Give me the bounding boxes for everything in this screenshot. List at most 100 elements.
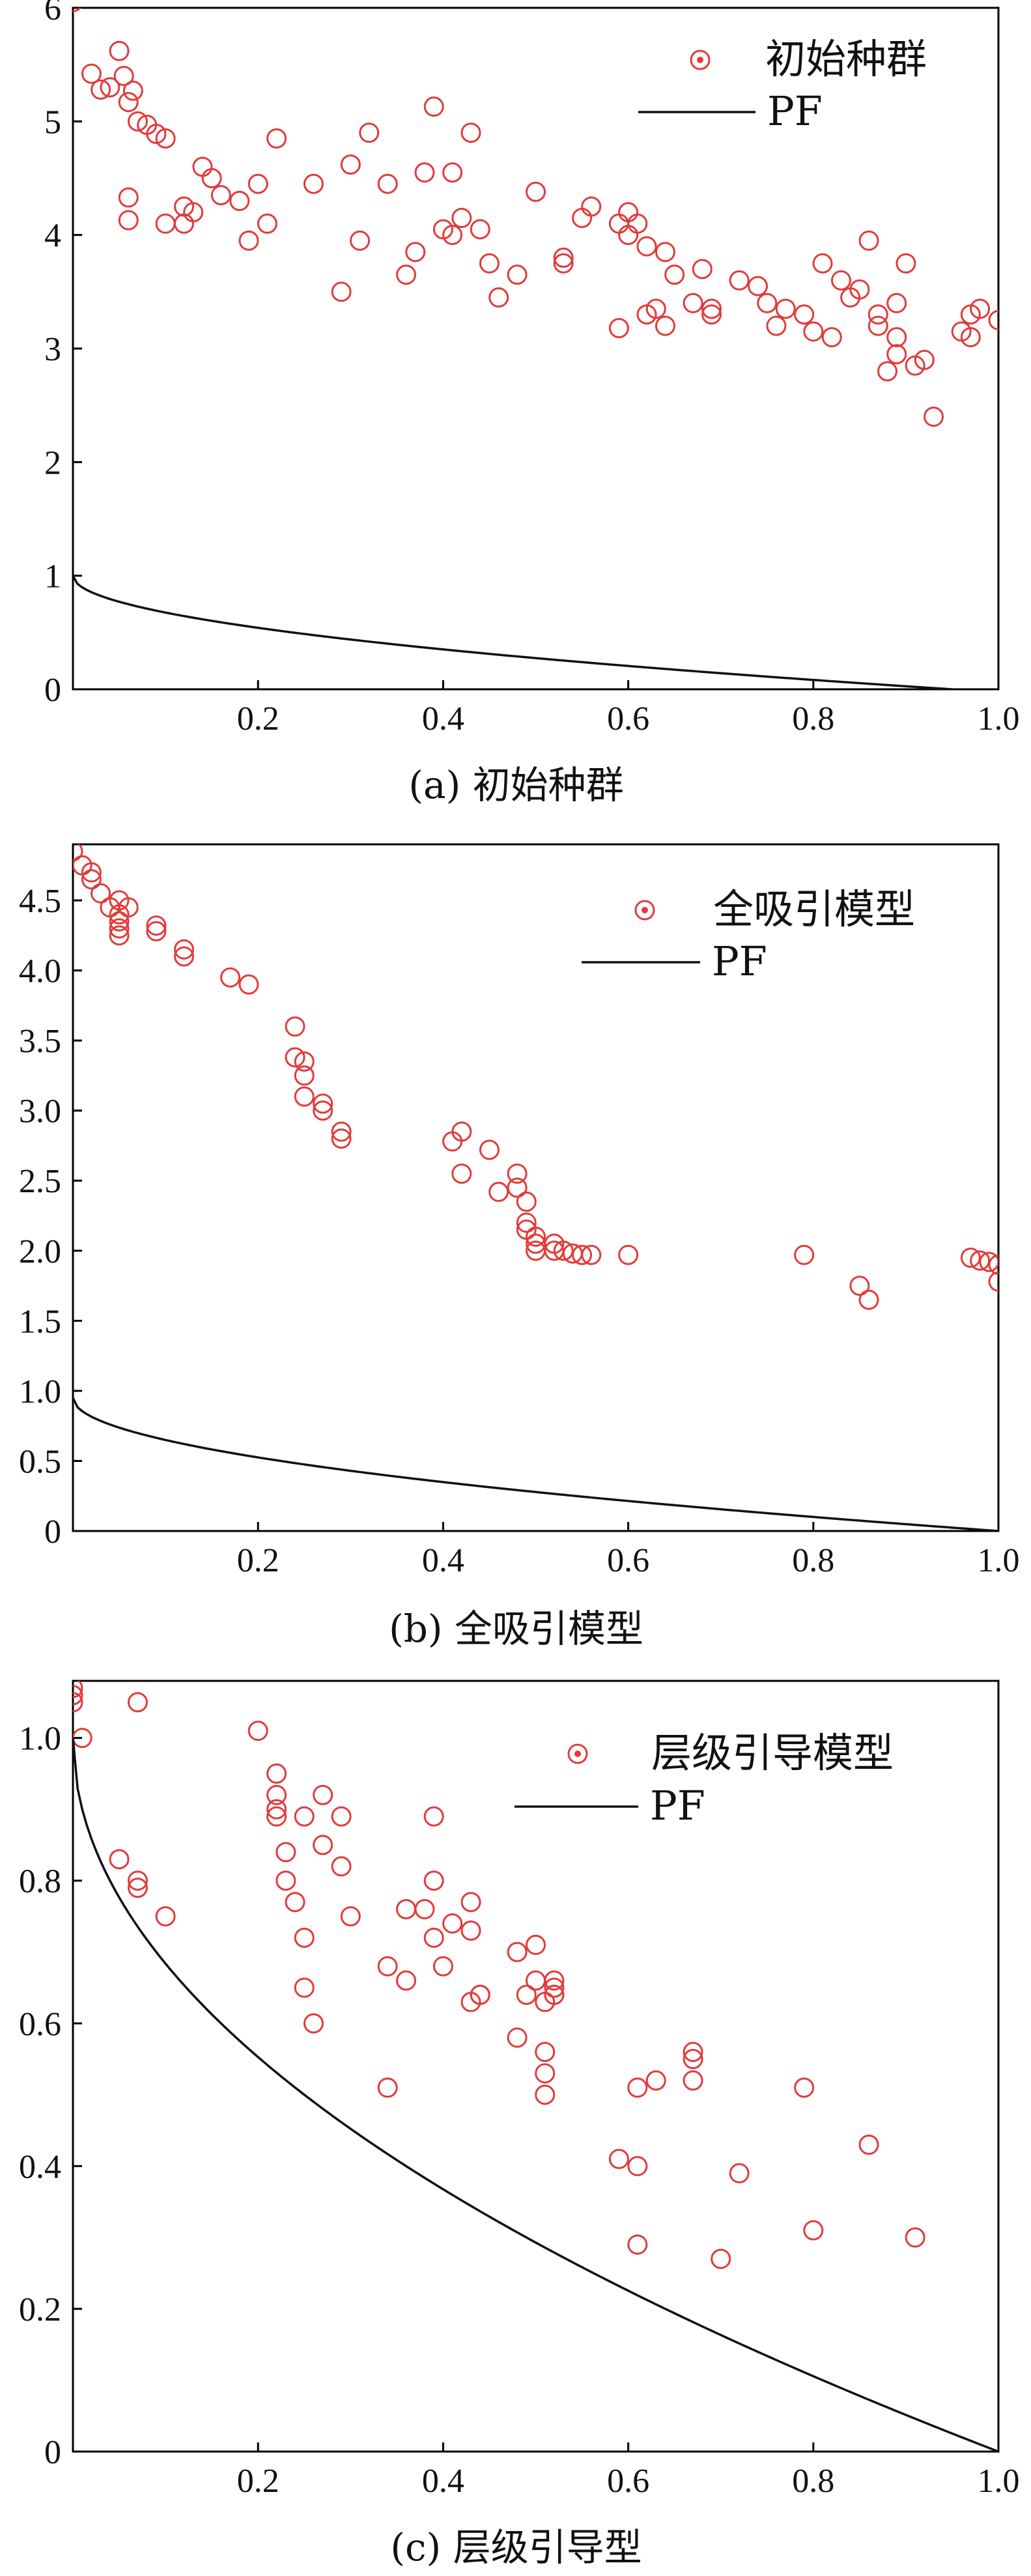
data-point (692, 259, 713, 279)
data-point (294, 1977, 315, 1998)
y-tick-label: 2.5 (19, 1163, 61, 1200)
data-point (896, 253, 916, 274)
data-point (257, 213, 277, 234)
data-point (109, 40, 130, 61)
data-point (442, 1913, 463, 1934)
data-point (81, 862, 102, 883)
data-point (331, 1856, 352, 1877)
data-point (858, 2134, 879, 2155)
data-layer (73, 8, 998, 689)
data-point (757, 293, 778, 313)
data-point (581, 1244, 602, 1265)
data-point (275, 1842, 296, 1863)
data-point (868, 304, 888, 325)
legend-label-pf: PF (712, 937, 767, 985)
data-point (608, 213, 629, 234)
data-point (155, 128, 176, 149)
pf-curve (73, 1738, 998, 2452)
data-point (127, 1692, 148, 1713)
data-point (238, 230, 259, 251)
y-tick-label: 1.0 (19, 1721, 61, 1758)
data-point (451, 208, 472, 229)
data-point (868, 315, 888, 336)
data-point (914, 349, 935, 370)
data-point (285, 1047, 305, 1068)
data-point (127, 1870, 148, 1891)
data-point (442, 162, 463, 183)
data-point (572, 1244, 593, 1265)
plot-frame (72, 843, 1000, 1532)
data-point (155, 1906, 176, 1926)
data-point (109, 918, 130, 939)
data-point (432, 1956, 453, 1977)
data-point (294, 1927, 315, 1948)
data-point (655, 242, 675, 263)
x-tick-label: 0.6 (607, 700, 649, 737)
data-point (488, 1181, 509, 1202)
data-point (683, 2049, 703, 2070)
x-tick-label: 0.4 (422, 1542, 464, 1579)
data-point (201, 168, 222, 188)
x-tick-label: 0.4 (422, 2463, 464, 2500)
data-point (396, 265, 417, 285)
data-point (701, 304, 722, 325)
data-point (553, 1240, 574, 1261)
data-point (294, 1086, 315, 1107)
data-point (711, 2248, 731, 2269)
data-point (405, 242, 426, 263)
data-point (266, 1763, 287, 1784)
y-tick-label: 0.6 (19, 2006, 61, 2043)
data-point (849, 279, 870, 300)
data-point (516, 1192, 537, 1212)
legend-marker (567, 1743, 588, 1764)
panel-c: 0.2 0.4 0.6 0.8 1.0 0 0.2 0.4 0.6 0.8 1.0 层级引导模型 PF (… (19, 1680, 1020, 2569)
data-point (645, 2070, 666, 2091)
legend-label-pf: PF (650, 1782, 705, 1829)
x-tick-label: 0.2 (237, 1542, 279, 1579)
plot-frame (72, 1680, 1000, 2453)
data-point (91, 79, 111, 100)
data-point (423, 1806, 444, 1827)
data-point (451, 1163, 472, 1184)
y-tick-label: 1.5 (19, 1303, 61, 1340)
legend-marker-dot (697, 57, 703, 63)
data-point (155, 213, 176, 234)
data-point (91, 883, 111, 904)
data-point (266, 1784, 287, 1805)
data-point (109, 1849, 130, 1870)
data-point (266, 128, 287, 149)
y-tick-label: 0 (44, 2434, 61, 2471)
data-point (905, 2227, 925, 2248)
data-point (553, 253, 574, 274)
data-point (924, 407, 944, 427)
data-point (451, 1121, 472, 1142)
data-point (359, 122, 380, 143)
data-point (247, 1721, 268, 1741)
x-tick-label: 0.8 (792, 2463, 834, 2500)
data-point (109, 911, 130, 932)
data-point (118, 897, 139, 918)
x-tick-label: 1.0 (978, 1542, 1020, 1579)
data-point (775, 298, 796, 319)
x-tick-label: 0.8 (792, 700, 834, 737)
legend-label-points: 层级引导模型 (651, 1729, 894, 1777)
data-point (766, 315, 787, 336)
data-point (118, 92, 139, 113)
x-tick-label: 0.4 (422, 700, 464, 737)
data-layer (73, 1681, 998, 2452)
plot-frame (72, 7, 1000, 691)
data-point (118, 210, 139, 231)
data-point (794, 2077, 815, 2098)
data-point (683, 2042, 703, 2063)
data-point (127, 111, 148, 132)
data-point (377, 1956, 398, 1977)
y-tick-label: 2.0 (19, 1233, 61, 1270)
data-point (858, 1289, 879, 1310)
data-point (331, 1121, 352, 1142)
data-point (858, 230, 879, 251)
legend-marker (634, 900, 655, 921)
data-point (479, 253, 500, 274)
data-point (294, 1065, 315, 1086)
data-point (73, 1685, 83, 1706)
